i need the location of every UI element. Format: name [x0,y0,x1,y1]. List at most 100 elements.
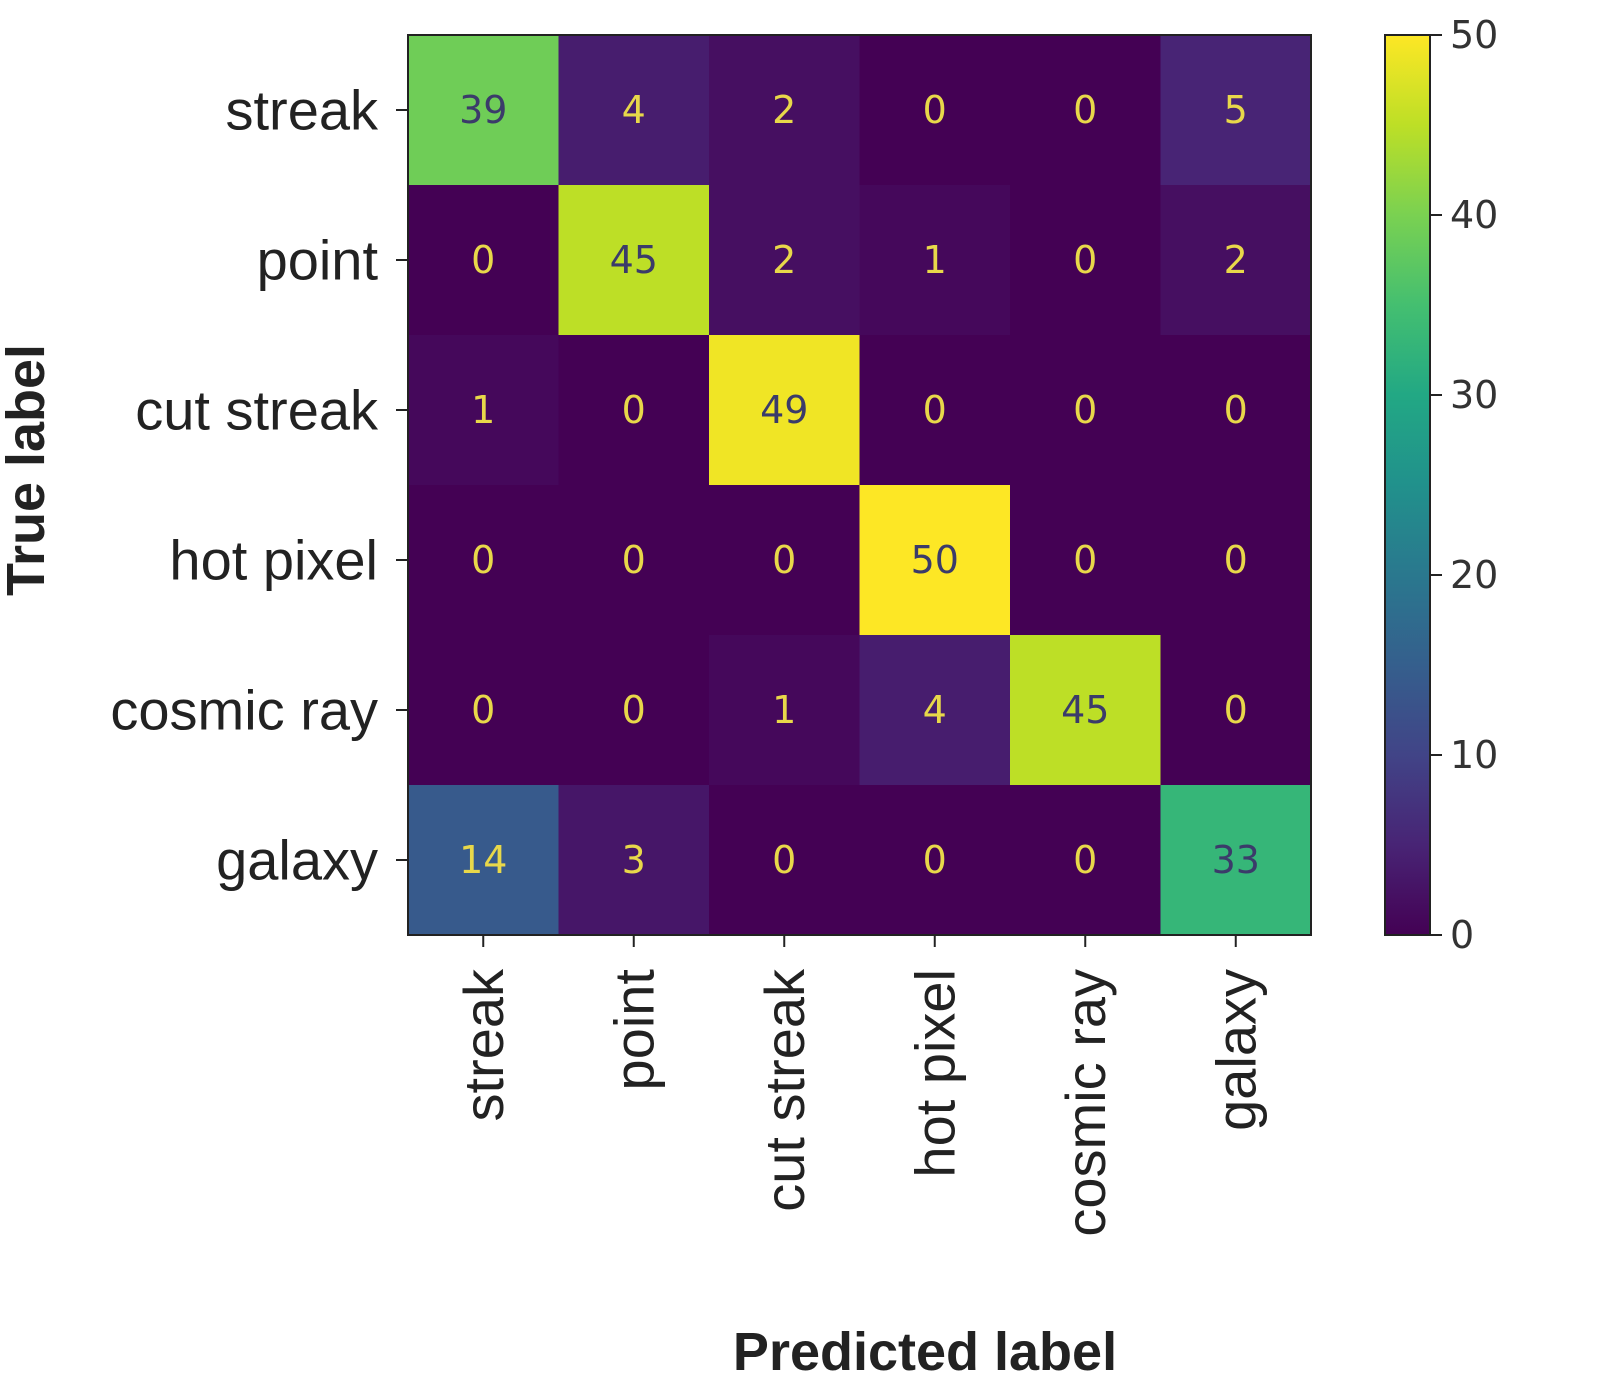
cell-value-label: 45 [1061,688,1109,732]
heatmap-cell [1010,35,1161,186]
heatmap-cell [558,185,710,336]
cell-value-label: 5 [1224,88,1248,132]
cell-value-label: 0 [1224,388,1248,432]
heatmap-cell [859,785,1011,936]
heatmap-cell [1010,185,1161,336]
cell-value-label: 0 [1224,688,1248,732]
cell-value-label: 0 [1073,238,1097,282]
y-tick-label: hot pixel [169,529,378,592]
heatmap-cell [859,335,1011,486]
cell-value-label: 0 [923,838,947,882]
heatmap-cell [859,35,1011,186]
x-tick-label: cosmic ray [1054,969,1117,1237]
heatmap-cell [709,485,860,636]
cell-value-label: 0 [1073,838,1097,882]
heatmap-cell [1160,785,1312,936]
heatmap-cell [709,785,860,936]
y-axis-ticks: streak point cut streak hot pixel cosmic ray… [110,79,408,892]
y-tick-label: streak [226,79,379,142]
heatmap-cell [1010,335,1161,486]
heatmap-cell [408,485,559,636]
cell-value-label: 0 [772,538,796,582]
y-tick-label: cosmic ray [110,679,378,742]
heatmap-cell [408,185,559,336]
x-tick-label: cut streak [753,968,816,1212]
cell-value-label: 0 [923,88,947,132]
cell-value-label: 49 [760,388,808,432]
x-tick-label: galaxy [1204,969,1267,1131]
cell-value-label: 33 [1212,838,1260,882]
y-tick-label: point [257,229,379,292]
y-tick-label: galaxy [216,829,378,892]
heatmap-cell [1010,785,1161,936]
cell-value-label: 4 [923,688,947,732]
colorbar-tick-label: 40 [1450,193,1498,237]
heatmap-cell [558,35,710,186]
x-axis-title: Predicted label [733,1322,1117,1382]
cell-value-label: 0 [923,388,947,432]
colorbar [1384,34,1431,936]
y-tick-label: cut streak [135,379,379,442]
heatmap-cell [408,35,559,186]
heatmap-cell [558,785,710,936]
cell-value-label: 2 [772,88,796,132]
cell-value-label: 0 [471,688,495,732]
cell-value-label: 1 [471,388,495,432]
heatmap-cell [859,635,1011,786]
colorbar-tick-label: 20 [1450,553,1498,597]
colorbar-tick-label: 30 [1450,373,1498,417]
cell-value-label: 14 [459,838,507,882]
heatmap-cell [1010,635,1161,786]
cell-value-label: 2 [1224,238,1248,282]
cell-value-label: 0 [772,838,796,882]
heatmap-cell [1010,485,1161,636]
cell-value-label: 0 [1073,88,1097,132]
cell-value-label: 1 [923,238,947,282]
x-tick-label: streak [452,968,515,1121]
cell-value-label: 50 [911,538,959,582]
heatmap-cell [558,485,710,636]
heatmap-cells [408,35,1312,936]
cell-value-label: 0 [622,688,646,732]
cell-value-label: 0 [1224,538,1248,582]
heatmap-cell [859,485,1011,636]
heatmap-cell [1160,635,1312,786]
cell-value-label: 2 [772,238,796,282]
heatmap-cell [408,335,559,486]
cell-value-label: 39 [459,88,507,132]
heatmap-cell [709,335,860,486]
cell-value-label: 0 [1073,538,1097,582]
heatmap-cell [709,35,860,186]
heatmap-cell [1160,185,1312,336]
colorbar-tick-label: 0 [1450,913,1474,957]
heatmap-cell [1160,485,1312,636]
heatmap-cell [1160,335,1312,486]
cell-value-label: 4 [622,88,646,132]
colorbar-tick-label: 10 [1450,733,1498,777]
cell-value-label: 0 [1073,388,1097,432]
colorbar-tick-label: 50 [1450,13,1498,57]
heatmap-cell [859,185,1011,336]
heatmap-cell [408,635,559,786]
cell-value-label: 0 [622,538,646,582]
cell-value-labels: 39 4 2 0 0 50 45 2 1 0 21 0 49 0 0 00 0 0 50 0 00 0 1 4 45 014 3 0 0… [459,88,1260,882]
heatmap-cell [558,335,710,486]
cell-value-label: 0 [622,388,646,432]
heatmap-cell [709,635,860,786]
x-axis-ticks: streak point cut streak hot pixel cosmic ray… [452,935,1267,1237]
heatmap-cell [1160,35,1312,186]
colorbar-ticks: 0 10 20 30 40 50 [1430,13,1498,957]
cell-value-label: 0 [471,238,495,282]
heatmap-cell [709,185,860,336]
heatmap-cell [558,635,710,786]
y-axis-title: True label [0,344,56,596]
cell-value-label: 0 [471,538,495,582]
heatmap-cell [408,785,559,936]
x-tick-label: point [602,969,665,1091]
cell-value-label: 3 [622,838,646,882]
plot-frame [407,34,1312,936]
x-tick-label: hot pixel [903,969,966,1178]
cell-value-label: 45 [610,238,658,282]
cell-value-label: 1 [772,688,796,732]
